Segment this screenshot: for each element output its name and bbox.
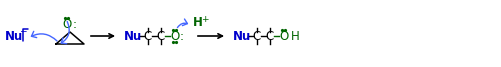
FancyArrowPatch shape	[177, 19, 187, 28]
Text: O: O	[170, 29, 180, 42]
Text: :: :	[73, 17, 77, 30]
FancyArrowPatch shape	[61, 22, 69, 44]
Text: Nu: Nu	[5, 29, 23, 42]
Text: C: C	[253, 29, 261, 42]
Text: :: :	[180, 29, 184, 42]
Text: H: H	[193, 15, 203, 28]
Text: Nu: Nu	[124, 29, 142, 42]
Text: H: H	[291, 29, 300, 42]
Text: −: −	[19, 27, 27, 36]
Text: +: +	[201, 14, 208, 24]
FancyArrowPatch shape	[32, 31, 57, 41]
Text: C: C	[266, 29, 274, 42]
Text: Nu: Nu	[233, 29, 251, 42]
Text: O: O	[63, 17, 72, 30]
Text: O: O	[280, 29, 289, 42]
Text: C: C	[144, 29, 152, 42]
Text: C: C	[157, 29, 165, 42]
